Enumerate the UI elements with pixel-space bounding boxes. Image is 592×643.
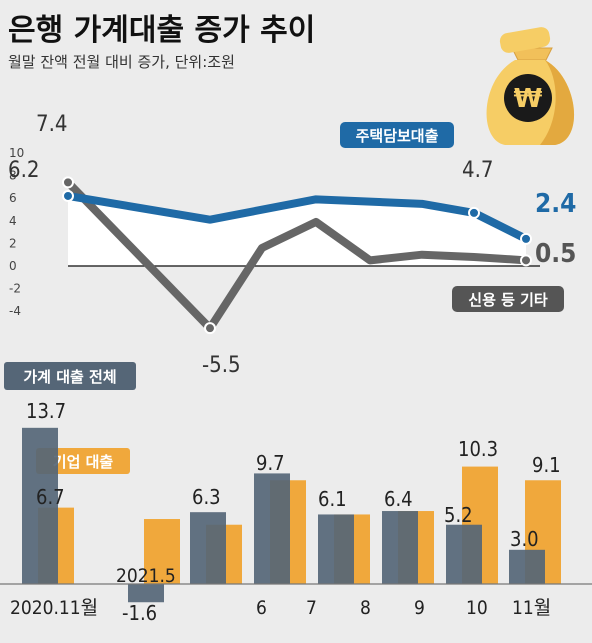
- household-bar: [254, 473, 290, 584]
- x-tick-label: 10: [466, 597, 488, 619]
- mortgage-point: [468, 206, 480, 219]
- mortgage-oct-label: 4.7: [462, 158, 493, 183]
- x-tick-label: 6: [256, 597, 267, 619]
- line-chart: 10 8 6 4 2 0 -2 -4 6.2 7.4 -5.5 4.7 2.4 0.5 주택담…: [8, 112, 576, 378]
- legend-mortgage-box: [340, 122, 454, 148]
- mortgage-start-label: 6.2: [8, 158, 39, 183]
- bar-chart: 가계 대출 전체 기업 대출 13.7 6.7 -1.6 6.3 9.7 6.1 6.4 5.…: [0, 362, 592, 625]
- y-tick-label: -4: [9, 304, 21, 318]
- mortgage-series-line: [67, 191, 528, 243]
- y-tick-label: 0: [9, 259, 17, 273]
- bar-value-label: 5.2: [444, 503, 473, 527]
- legend-business-box: [36, 448, 130, 474]
- bar-value-label: 6.4: [384, 487, 413, 511]
- legend-business: 기업 대출: [53, 453, 114, 471]
- bar-value-label: 6.7: [36, 485, 65, 509]
- bar-value-labels: 13.7 6.7 -1.6 6.3 9.7 6.1 6.4 5.2 10.3 3.0 9.1: [26, 399, 561, 625]
- legend-mortgage: 주택담보대출: [356, 127, 439, 145]
- credit-point: [204, 322, 216, 335]
- bar-value-label: 10.3: [458, 437, 498, 461]
- credit-point: [520, 254, 532, 267]
- y-tick-label: 10: [9, 146, 24, 160]
- bar-value-label: -1.6: [122, 601, 157, 625]
- mortgage-point: [62, 189, 74, 202]
- household-bar: [22, 427, 58, 584]
- x-tick-label: 2020.11월: [10, 597, 98, 619]
- bar-value-label: 3.0: [510, 527, 539, 551]
- credit-start-label: 7.4: [36, 112, 67, 137]
- household-bar: [382, 511, 418, 584]
- y-tick-label: 6: [9, 191, 17, 205]
- business-bar: [144, 519, 180, 584]
- y-axis: 10 8 6 4 2 0 -2 -4: [9, 146, 24, 318]
- y-tick-label: -2: [9, 282, 21, 296]
- bar-value-label: 6.1: [318, 487, 347, 511]
- money-bag-won-icon: ₩: [486, 27, 575, 145]
- x-tick-label: 7: [306, 597, 317, 619]
- x-tick-label: 11월: [512, 597, 551, 619]
- household-bar: [190, 512, 226, 584]
- bar-value-label: 13.7: [26, 399, 66, 423]
- legend-household: 가계 대출 전체: [23, 368, 116, 386]
- bars: [22, 427, 561, 603]
- chart-subtitle: 월말 잔액 전월 대비 증가, 단위:조원: [8, 53, 235, 71]
- legend-household-box: [4, 362, 136, 390]
- x-tick-label: 9: [414, 597, 425, 619]
- legend-credit: 신용 등 기타: [468, 291, 548, 309]
- x-tick-label: 8: [360, 597, 371, 619]
- household-bar: [509, 549, 545, 584]
- y-tick-label: 8: [9, 169, 17, 183]
- mortgage-end-label: 2.4: [535, 189, 576, 219]
- bar-value-label: 9.1: [532, 453, 561, 477]
- bar-value-label: 6.3: [192, 485, 221, 509]
- line-points: [62, 176, 532, 335]
- credit-series-line: [65, 179, 527, 333]
- y-tick-label: 2: [9, 236, 17, 250]
- y-tick-label: 4: [9, 214, 17, 228]
- household-bar: [128, 584, 164, 603]
- legend-credit-box: [452, 286, 564, 312]
- household-bar: [446, 524, 482, 584]
- credit-low-label: -5.5: [202, 353, 241, 378]
- x-axis: 2020.11월 2021.5 6 7 8 9 10 11월: [10, 565, 551, 619]
- chart-title: 은행 가계대출 증가 추이: [8, 13, 315, 48]
- credit-point: [62, 176, 74, 189]
- credit-end-label: 0.5: [535, 239, 576, 269]
- svg-text:₩: ₩: [514, 84, 543, 114]
- x-tick-label: 2021.5: [116, 565, 176, 587]
- mortgage-point: [520, 232, 532, 245]
- bar-value-label: 9.7: [256, 451, 285, 475]
- household-bar: [318, 514, 354, 584]
